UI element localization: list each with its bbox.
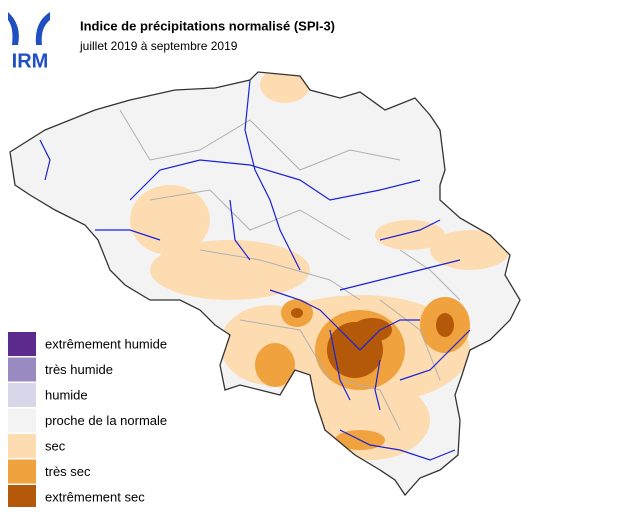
legend: extrêmement humide très humide humide proch… <box>8 332 167 509</box>
legend-label: extrêmement sec <box>45 489 145 504</box>
map-region <box>291 308 303 318</box>
legend-swatch <box>8 459 36 484</box>
legend-label: extrêmement humide <box>45 336 167 351</box>
legend-swatch <box>8 434 36 458</box>
logo: IRM <box>8 12 50 72</box>
map <box>9 71 521 496</box>
subtitle: juillet 2019 à septembre 2019 <box>79 39 238 53</box>
legend-label: humide <box>45 387 88 402</box>
map-region <box>130 185 210 255</box>
title: Indice de précipitations normalisé (SPI-… <box>80 18 335 33</box>
map-region <box>352 318 392 342</box>
legend-label: très sec <box>45 464 91 479</box>
legend-label: sec <box>45 438 66 453</box>
legend-swatch <box>8 408 36 433</box>
legend-swatch <box>8 357 36 382</box>
legend-swatch <box>8 383 36 407</box>
logo-text: IRM <box>12 50 49 72</box>
map-region <box>430 230 510 270</box>
map-region <box>150 240 310 300</box>
legend-label: proche de la normale <box>45 413 167 428</box>
legend-swatch <box>8 485 36 509</box>
map-region <box>255 343 295 387</box>
legend-swatch <box>8 332 36 356</box>
map-region <box>436 313 454 337</box>
legend-label: très humide <box>45 362 113 377</box>
map-region <box>375 220 445 250</box>
